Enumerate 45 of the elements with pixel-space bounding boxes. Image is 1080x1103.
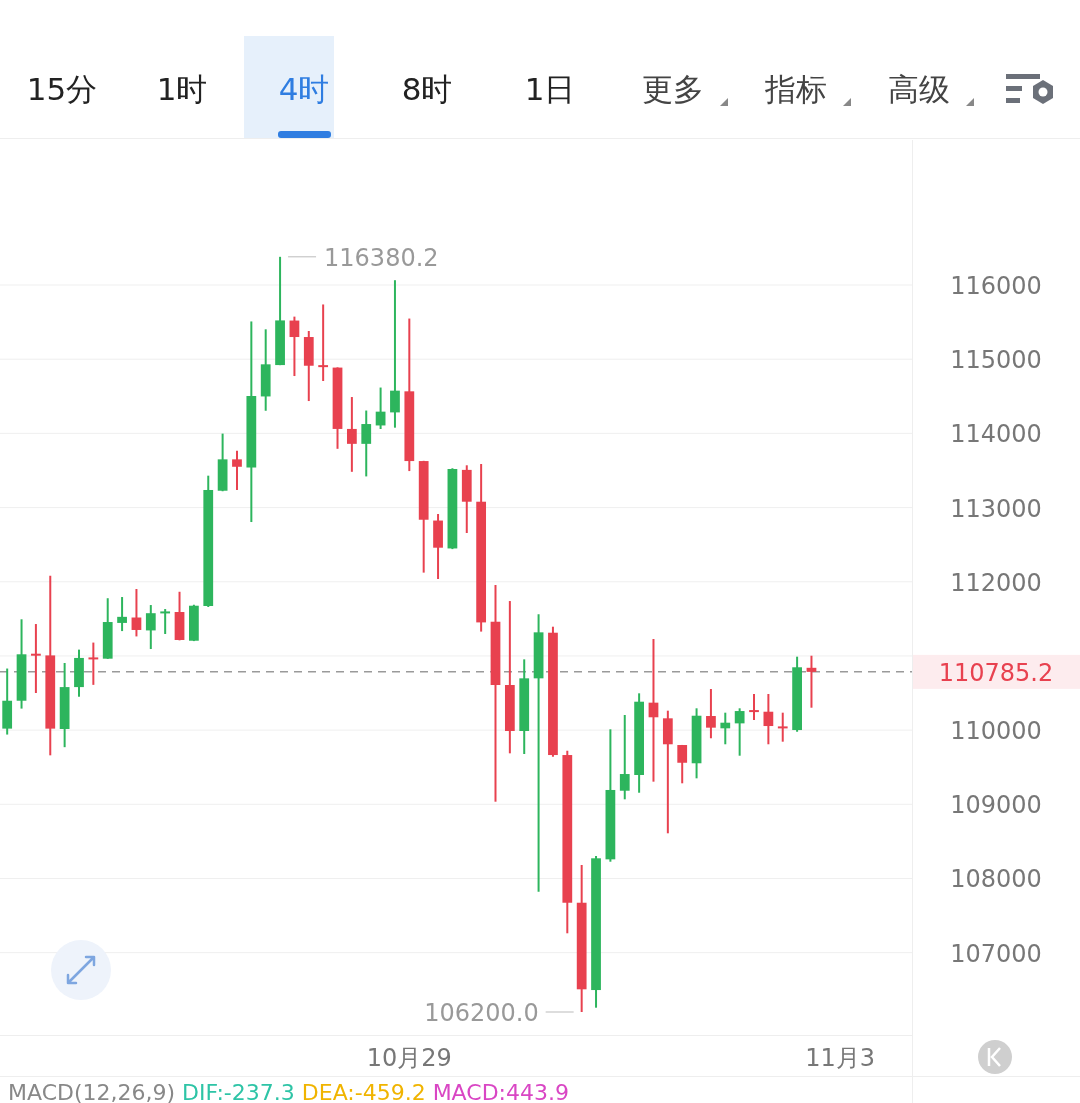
y-tick-label: 112000: [950, 568, 1042, 597]
text: 8时: [401, 71, 453, 107]
candlestick: [390, 279, 400, 429]
text: 指标: [764, 71, 827, 107]
y-tick-label: 113000: [950, 494, 1042, 523]
candlestick: [361, 409, 372, 478]
text: MACD:443.9: [425, 1080, 569, 1103]
candlestick: [806, 654, 817, 709]
text: 1日: [524, 71, 576, 107]
text: DIF:-237.3: [175, 1080, 295, 1103]
annotation: 106200.0: [424, 999, 539, 1027]
text: DEA:-459.2: [294, 1080, 426, 1103]
candlestick: [619, 713, 630, 801]
candlestick: [777, 711, 788, 743]
candlestick: [706, 688, 716, 740]
y-tick-label: 116000: [950, 272, 1042, 301]
candlestick: [734, 707, 745, 757]
y-tick-label: 115000: [950, 346, 1042, 375]
text: 高级: [888, 71, 950, 107]
x-tick-label: 11月3: [805, 1044, 876, 1072]
text: 4时: [278, 71, 330, 107]
x-tick-label: 10月29: [366, 1044, 452, 1072]
text: 15分: [26, 71, 98, 107]
ref-line-label: 110785.2: [938, 658, 1054, 687]
y-tick-label: 110000: [950, 717, 1042, 746]
candlestick: [88, 641, 99, 686]
text: 更多: [642, 71, 704, 107]
candlestick: [232, 449, 242, 491]
y-tick-label: 114000: [950, 420, 1042, 449]
text: 1时: [156, 71, 208, 107]
candlestick: [160, 608, 171, 635]
y-tick-label: 108000: [950, 865, 1042, 894]
candlestick: [31, 623, 41, 695]
candlestick: [318, 303, 329, 383]
candlestick: [749, 692, 759, 722]
y-tick-label: 107000: [950, 939, 1042, 968]
annotation: 116380.2: [324, 243, 439, 272]
candlestick: [346, 396, 357, 473]
y-tick-label: 109000: [950, 791, 1042, 820]
candlestick: [677, 743, 688, 785]
candlestick: [720, 711, 731, 746]
candlestick: [117, 596, 127, 633]
candlestick: [763, 692, 774, 746]
candlestick: [145, 604, 156, 651]
text: MACD(12,26,9): [8, 1080, 176, 1103]
